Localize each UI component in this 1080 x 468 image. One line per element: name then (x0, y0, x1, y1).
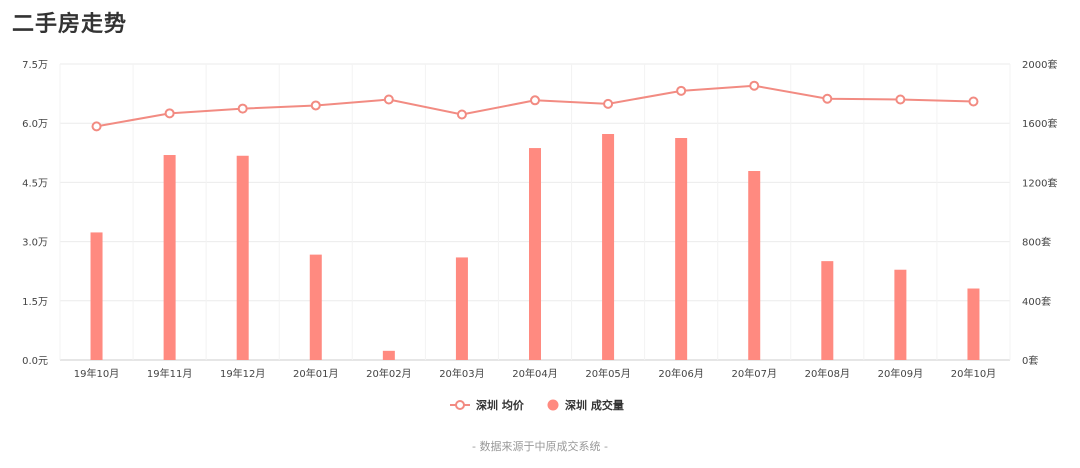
data-source-note: - 数据来源于中原成交系统 - (472, 440, 608, 453)
volume-bar (529, 148, 541, 360)
volume-bar (748, 171, 761, 360)
y-right-tick-label: 1200套 (1022, 176, 1057, 189)
price-line (96, 84, 974, 128)
line-layer (91, 80, 979, 132)
price-point (749, 80, 760, 91)
y-left-tick-label: 4.5万 (22, 178, 48, 189)
y-left-tick-label: 0.0元 (22, 356, 48, 367)
x-tick-label: 20年06月 (658, 367, 703, 380)
y-left-tick-label: 1.5万 (22, 297, 48, 308)
legend-label-volume: 深圳 成交量 (565, 398, 624, 412)
y-left-tick-label: 6.0万 (22, 119, 48, 130)
volume-bar (455, 257, 468, 360)
volume-bar (163, 155, 176, 360)
x-tick-label: 19年11月 (147, 367, 192, 380)
price-point (895, 94, 906, 105)
x-tick-label: 20年01月 (293, 367, 338, 380)
x-tick-label: 20年04月 (512, 367, 557, 380)
price-point (383, 94, 394, 105)
y-right-tick-label: 400套 (1022, 295, 1051, 308)
volume-bar (90, 232, 103, 360)
legend-bar-marker (547, 399, 559, 411)
legend: 深圳 均价 深圳 成交量 (450, 398, 624, 412)
bar-layer (90, 134, 980, 360)
x-tick-label: 19年12月 (220, 367, 265, 380)
volume-bar (821, 261, 834, 360)
price-point (91, 121, 102, 132)
page-title: 二手房走势 (12, 12, 128, 37)
volume-bar (894, 269, 907, 360)
x-tick-label: 20年10月 (951, 367, 996, 380)
price-point (237, 103, 248, 114)
y-right-tick-label: 1600套 (1022, 117, 1057, 130)
legend-line-point (455, 400, 465, 410)
x-tick-label: 20年08月 (805, 367, 850, 380)
price-point (530, 95, 540, 106)
y-right-tick-label: 800套 (1022, 236, 1051, 249)
axis-layer: 0.0元 1.5万 3.0万 4.5万 6.0万 7.5万 0套 400套 800套 1200套 1… (22, 58, 1057, 380)
volume-bar (236, 155, 249, 360)
x-tick-label: 20年05月 (585, 367, 630, 380)
price-point (676, 85, 687, 96)
y-right-tick-label: 0套 (1022, 354, 1038, 367)
price-point (310, 100, 321, 111)
x-tick-label: 20年09月 (878, 367, 923, 380)
price-point (603, 98, 614, 109)
y-right-tick-label: 2000套 (1022, 58, 1057, 71)
x-tick-label: 20年02月 (366, 367, 411, 380)
volume-bar (382, 350, 395, 360)
volume-bar (309, 254, 322, 360)
price-point (822, 93, 833, 104)
volume-bar (675, 138, 688, 360)
x-tick-label: 20年07月 (732, 367, 777, 380)
volume-bar (602, 134, 615, 360)
price-point (456, 109, 467, 120)
x-tick-label: 19年10月 (74, 367, 119, 380)
legend-label-price: 深圳 均价 (476, 398, 525, 412)
x-tick-label: 20年03月 (439, 367, 484, 380)
volume-bar (967, 288, 980, 360)
y-left-tick-label: 7.5万 (22, 60, 48, 71)
price-point (968, 96, 979, 107)
y-left-tick-label: 3.0万 (22, 238, 48, 249)
price-point (164, 108, 175, 119)
